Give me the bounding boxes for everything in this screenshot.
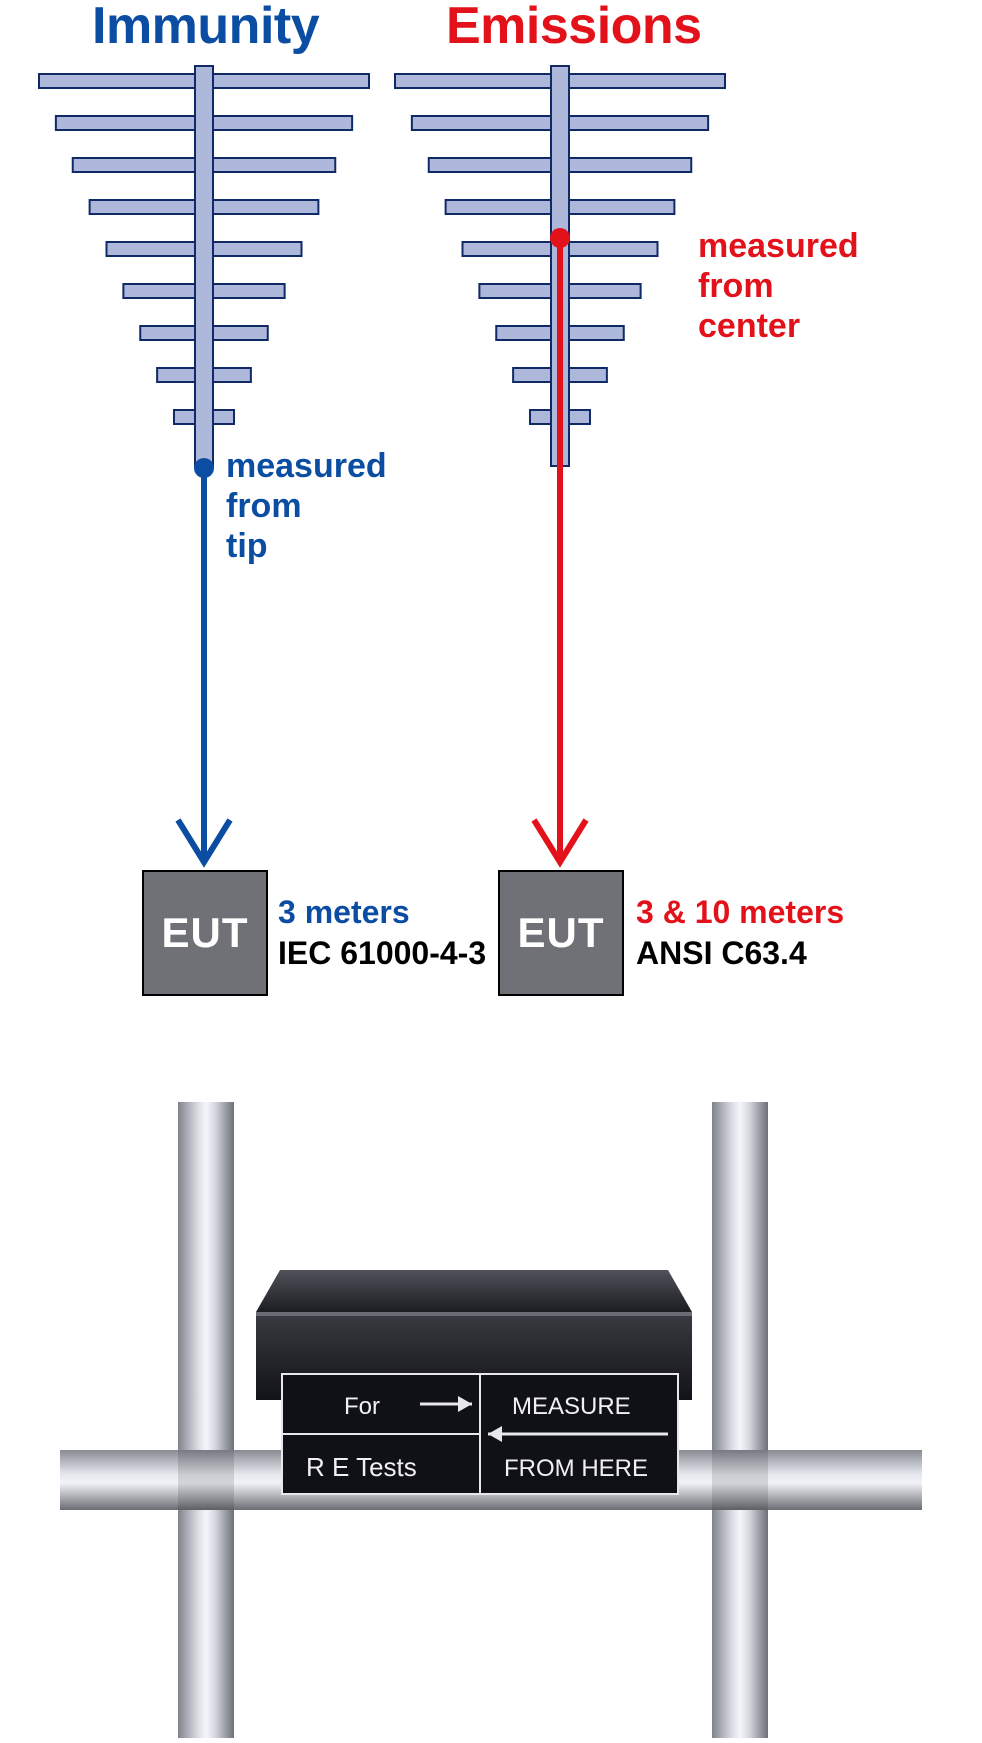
label-left-bottom: R E Tests [306,1452,417,1482]
immunity-spec-distance: 3 meters [278,894,410,930]
label-left-top: For [344,1393,380,1420]
immunity-spec: 3 meters IEC 61000-4-3 [278,892,486,974]
emissions-spec-standard: ANSI C63.4 [636,935,807,971]
emissions-spec-distance: 3 & 10 meters [636,894,844,930]
emissions-arrow-icon [0,0,982,1000]
antenna-mount-photo: For R E Tests MEASURE FROM HERE [60,1102,922,1738]
immunity-eut-box: EUT [142,870,268,996]
label-right-top: MEASURE [512,1393,631,1420]
emissions-spec: 3 & 10 meters ANSI C63.4 [636,892,844,974]
label-right-bottom: FROM HERE [504,1455,648,1482]
emissions-note: measured from center [698,226,859,346]
emissions-eut-box: EUT [498,870,624,996]
immunity-spec-standard: IEC 61000-4-3 [278,935,486,971]
immunity-eut-label: EUT [162,909,249,957]
label-plate: For R E Tests MEASURE FROM HERE [282,1374,678,1494]
emissions-eut-label: EUT [518,909,605,957]
